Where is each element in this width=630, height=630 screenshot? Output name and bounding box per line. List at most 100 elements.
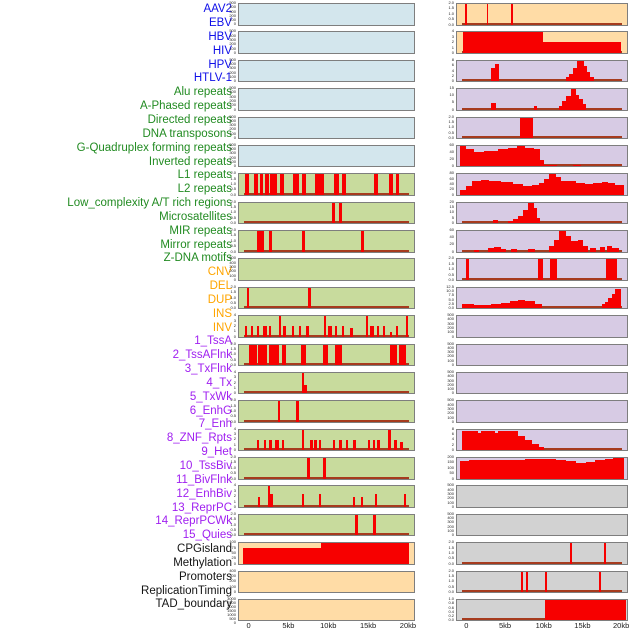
data-bar	[335, 326, 338, 337]
track-box-10_TssBiv	[456, 315, 628, 338]
data-bar	[301, 494, 304, 507]
track-box-12_EnhBiv	[456, 371, 628, 395]
data-bar	[513, 184, 524, 195]
track-label: 14_ReprPCWk	[155, 515, 232, 528]
data-bar	[540, 159, 544, 167]
y-tick-label: 60	[449, 227, 454, 233]
data-bar	[282, 344, 286, 366]
data-bar	[565, 77, 570, 82]
x-tick-label: 0	[246, 621, 251, 630]
data-bar	[256, 439, 259, 451]
y-tick-label: 400	[229, 32, 236, 38]
data-bar	[549, 259, 557, 280]
zero-baseline	[244, 192, 409, 195]
track-label: Methylation	[173, 556, 232, 569]
y-tick-label: 0	[451, 49, 454, 55]
y-tick-label: 40	[449, 234, 454, 240]
y-tick-label: 2.0	[230, 170, 236, 176]
data-bar	[508, 147, 517, 167]
data-bar	[535, 304, 543, 309]
y-tick-label: 2	[233, 436, 236, 442]
track-box-Alu repeats	[238, 173, 415, 196]
data-bar	[339, 439, 342, 451]
data-bar	[319, 494, 322, 507]
y-tick-label: 10	[449, 92, 454, 98]
data-bar	[335, 344, 342, 366]
y-tick-label: 8	[451, 56, 454, 62]
zero-baseline	[244, 249, 409, 252]
data-bar	[553, 239, 560, 252]
y-tick-label: 300	[229, 8, 236, 14]
data-bar	[586, 461, 595, 479]
data-bar	[579, 98, 583, 110]
y-tick-label: 50	[449, 470, 454, 476]
y-tick-label: 3	[451, 33, 454, 39]
y-tick-label: 500	[229, 85, 236, 91]
y-tick-label: 0	[233, 560, 236, 566]
data-bar	[373, 514, 376, 536]
y-tick-label: 3	[233, 374, 236, 380]
y-tick-label: 400	[229, 89, 236, 95]
track-label: HIV	[212, 44, 232, 57]
y-tick-label: 1	[233, 498, 236, 504]
track-box-15_Quies	[456, 457, 628, 480]
data-bar	[333, 174, 339, 195]
track-label: TAD_boundary	[155, 598, 233, 611]
y-tick-label: 1500	[227, 607, 236, 613]
zero-baseline	[244, 533, 409, 536]
data-bar	[310, 439, 313, 451]
y-tick-label: 8	[451, 425, 454, 431]
data-bar	[587, 72, 591, 82]
x-tick-label: 15kb	[359, 621, 377, 630]
data-bar	[324, 316, 327, 337]
y-tick-label: 0.0	[230, 362, 236, 368]
data-bar	[565, 236, 571, 252]
track-box-CNV	[238, 542, 415, 565]
y-axis-ticks: 2.0 1.5 1.0 0.5 0.0	[208, 171, 236, 197]
y-tick-label: 200	[447, 325, 454, 331]
data-bar	[538, 182, 544, 195]
y-tick-label: 1	[233, 328, 236, 334]
track-box-AAV2	[238, 3, 415, 26]
y-tick-label: 20	[449, 241, 454, 247]
data-bar	[550, 165, 558, 167]
y-tick-label: 500	[447, 312, 454, 318]
y-tick-label: 150	[447, 459, 454, 465]
y-axis-ticks: 80 60 40 20 0	[426, 171, 454, 197]
data-bar	[494, 432, 498, 451]
y-tick-label: 200	[229, 98, 236, 104]
y-tick-label: 2.0	[448, 539, 454, 545]
data-bar	[395, 326, 398, 337]
zero-baseline	[244, 448, 409, 451]
data-bar	[560, 181, 568, 195]
data-bar	[604, 301, 609, 309]
y-tick-label: 300	[447, 519, 454, 525]
track-label: 7_Enh	[198, 418, 232, 431]
y-tick-label: 6	[451, 62, 454, 68]
y-tick-label: 2	[233, 493, 236, 499]
y-tick-label: 500	[229, 255, 236, 261]
data-bar	[613, 458, 624, 479]
y-tick-label: 1.5	[230, 289, 236, 295]
track-label: 2_TssAFlnk	[172, 349, 232, 362]
y-tick-label: 0	[233, 589, 236, 595]
y-tick-label: 500	[229, 56, 236, 62]
track-label: Directed repeats	[147, 114, 232, 126]
data-bar	[519, 117, 533, 139]
track-box-Microsatellites	[238, 428, 415, 452]
track-label: Microsatellites	[159, 210, 232, 223]
track-box-7_Enh	[456, 230, 628, 253]
track-box-L1 repeats	[238, 343, 415, 367]
data-bar	[501, 248, 507, 252]
y-tick-label: 1.0	[230, 209, 236, 215]
x-tick-label: 0	[464, 621, 469, 630]
track-label: DNA transposons	[142, 127, 233, 140]
data-bar	[572, 68, 577, 82]
y-tick-label: 5	[451, 214, 454, 220]
track-label: HTLV-1	[193, 72, 232, 85]
y-axis-ticks: 2.0 1.5 1.0 0.5 0.0	[426, 1, 454, 27]
data-bar	[533, 149, 541, 167]
y-tick-label: 1.0	[230, 181, 236, 187]
data-bar	[460, 189, 466, 195]
